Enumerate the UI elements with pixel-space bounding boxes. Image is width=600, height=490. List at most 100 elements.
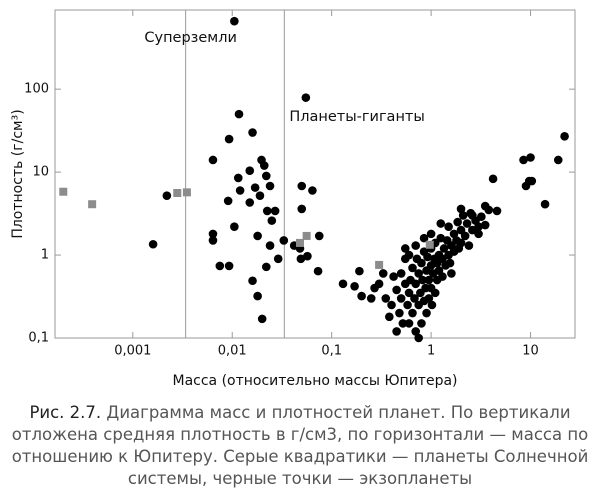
exoplanet <box>449 229 459 239</box>
solar-planet <box>295 238 304 247</box>
exoplanet <box>392 327 401 336</box>
x-tick-label: 1 <box>427 344 435 359</box>
exoplanet <box>417 258 426 268</box>
exoplanet <box>439 244 449 253</box>
exoplanet <box>259 161 269 170</box>
exoplanet <box>447 269 456 278</box>
exoplanet <box>411 279 421 289</box>
exoplanet <box>245 198 255 207</box>
y-tick-label: 100 <box>24 82 49 97</box>
exoplanet <box>248 276 257 286</box>
exoplanet <box>560 132 569 141</box>
exoplanet <box>378 269 388 278</box>
exoplanet <box>381 294 391 303</box>
exoplanet <box>262 206 272 216</box>
exoplanet <box>303 251 312 261</box>
exoplanet <box>418 275 427 285</box>
exoplanet <box>438 272 447 281</box>
exoplanet <box>261 262 271 272</box>
exoplanet <box>148 239 158 249</box>
exoplanet <box>424 294 434 303</box>
exoplanet <box>411 241 421 250</box>
exoplanet <box>233 173 243 183</box>
exoplanet <box>297 181 307 191</box>
exoplanet <box>468 225 477 235</box>
exoplanet <box>208 229 218 239</box>
exoplanet <box>215 261 225 271</box>
exoplanet <box>492 206 502 216</box>
exoplanet <box>422 308 431 318</box>
exoplanet <box>279 236 289 245</box>
exoplanet <box>458 211 468 220</box>
caption: Рис. 2.7. Диаграмма масс и плотностей пл… <box>4 402 596 490</box>
exoplanet <box>404 319 414 328</box>
exoplanet <box>423 252 432 262</box>
exoplanet <box>162 191 172 200</box>
exoplanet <box>350 282 359 291</box>
x-tick-label: 0,001 <box>114 344 151 359</box>
exoplanet <box>466 208 475 218</box>
exoplanet <box>414 333 423 343</box>
exoplanet <box>426 229 436 239</box>
exoplanet <box>267 216 277 225</box>
exoplanet <box>396 294 406 303</box>
exoplanet <box>410 294 419 303</box>
exoplanet <box>270 206 280 216</box>
exoplanet <box>488 174 498 184</box>
exoplanet <box>424 275 434 285</box>
exoplanet <box>253 291 262 301</box>
solar-planet <box>375 260 384 269</box>
exoplanet <box>398 319 408 328</box>
y-tick-label: 0,1 <box>28 331 49 346</box>
exoplanet <box>480 220 490 230</box>
exoplanet <box>484 205 494 215</box>
exoplanet <box>456 238 466 248</box>
exoplanet <box>403 300 412 310</box>
exoplanet <box>230 16 239 26</box>
exoplanet <box>248 128 257 137</box>
exoplanet <box>460 231 470 241</box>
exoplanet <box>392 285 401 295</box>
exoplanet <box>464 241 474 250</box>
exoplanet <box>404 250 414 260</box>
exoplanet <box>400 244 410 253</box>
exoplanet <box>427 300 437 310</box>
exoplanet <box>257 314 267 324</box>
exoplanet <box>357 291 366 301</box>
exoplanet <box>223 196 233 206</box>
solar-planet <box>173 188 182 197</box>
exoplanet <box>245 166 255 175</box>
exoplanet <box>255 191 265 200</box>
x-tick-label: 0,01 <box>218 344 247 359</box>
exoplanet <box>250 183 260 192</box>
exoplanet <box>313 266 323 276</box>
x-axis-title: Масса (относительно массы Юпитера) <box>172 373 457 389</box>
caption-label: Рис. 2.7. <box>29 403 102 422</box>
x-tick-label: 0,1 <box>321 344 342 359</box>
exoplanet <box>438 254 447 264</box>
exoplanet <box>297 204 307 214</box>
exoplanet <box>265 181 275 191</box>
exoplanet <box>408 308 417 318</box>
exoplanet <box>224 134 234 144</box>
plot-frame <box>54 9 576 339</box>
exoplanet <box>453 217 462 227</box>
caption-text: Диаграмма масс и плотностей планет. По в… <box>11 403 589 488</box>
exoplanet <box>411 327 421 336</box>
exoplanet <box>419 233 429 243</box>
chart: Масса (относительно массы Юпитера) Плотн… <box>10 9 576 389</box>
solar-planet <box>425 240 434 249</box>
exoplanet <box>234 109 244 119</box>
exoplanet <box>527 176 537 186</box>
solar-planet <box>302 231 311 240</box>
exoplanet <box>355 266 364 276</box>
exoplanet <box>308 186 317 195</box>
exoplanet <box>553 155 563 165</box>
exoplanet <box>370 283 379 293</box>
y-tick-label: 10 <box>32 165 49 180</box>
exoplanet <box>314 231 324 241</box>
exoplanet <box>519 155 528 165</box>
exoplanet <box>445 258 455 268</box>
exoplanet <box>395 308 404 318</box>
